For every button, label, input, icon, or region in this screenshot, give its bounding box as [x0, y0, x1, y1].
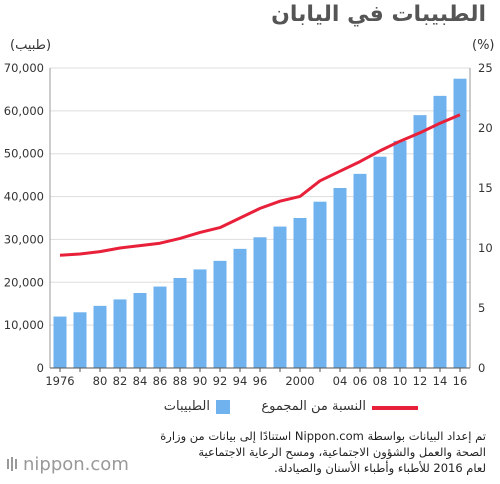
x-tick-label: 96 [253, 374, 268, 388]
x-tick-label: 14 [433, 374, 448, 388]
bar [253, 237, 267, 368]
bar [193, 269, 207, 368]
bar [413, 115, 427, 369]
bar [133, 293, 147, 368]
x-tick-label: 80 [93, 374, 108, 388]
x-tick-label: 1976 [45, 374, 74, 388]
y-left-tick-label: 30,000 [4, 232, 44, 246]
y-left-tick-label: 50,000 [4, 147, 44, 161]
y-left-tick-label: 20,000 [4, 275, 44, 289]
bar [93, 305, 107, 368]
y-left-tick-label: 40,000 [4, 190, 44, 204]
x-tick-label: 08 [373, 374, 388, 388]
x-tick-label: 16 [453, 374, 468, 388]
y-right-tick-label: 5 [478, 301, 485, 315]
bar [373, 156, 387, 368]
bar [233, 248, 247, 368]
y-right-tick-label: 10 [478, 241, 493, 255]
y-left-tick-label: 10,000 [4, 318, 44, 332]
bar [453, 78, 467, 368]
x-tick-label: 88 [173, 374, 188, 388]
y-right-tick-label: 0 [478, 361, 485, 375]
x-tick-label: 10 [393, 374, 408, 388]
brand-mark-icon [7, 457, 17, 471]
bar [113, 299, 127, 368]
source-note-line-3: لعام 2016 للأطباء وأطباء الأسنان والصياد… [274, 461, 486, 475]
chart-canvas: 0 10,000 20,000 30,000 40,000 50,000 60,000 70,… [4, 61, 493, 388]
chart-title: الطبيبات في اليابان [271, 2, 486, 27]
x-tick-label: 06 [353, 374, 368, 388]
bar [273, 226, 287, 368]
series-line [59, 113, 461, 257]
legend-line-swatch [372, 406, 418, 410]
y-left-tick-label: 70,000 [4, 61, 44, 75]
source-note-line-2: الصحة والعمل والشؤون الاجتماعية، ومسح ال… [198, 445, 486, 459]
bar [393, 140, 407, 368]
y-left-tick-label: 0 [37, 361, 44, 375]
y-left-axis-label: (طبيب) [10, 38, 52, 53]
x-tick-label: 84 [133, 374, 148, 388]
legend-line-label: النسبة من المجموع [261, 399, 366, 414]
bar [213, 260, 227, 368]
x-tick-label: 90 [193, 374, 208, 388]
bar [313, 201, 327, 368]
x-tick-label: 92 [213, 374, 228, 388]
bar [333, 188, 347, 368]
x-tick-label: 94 [233, 374, 248, 388]
source-note: تم إعداد البيانات بواسطة Nippon.com استن… [126, 428, 486, 476]
x-tick-label: 86 [153, 374, 168, 388]
bar [73, 312, 87, 368]
y-left-tick-label: 60,000 [4, 104, 44, 118]
bar [293, 218, 307, 368]
legend: النسبة من المجموع الطبيبات [0, 396, 500, 420]
x-tick-label: 12 [413, 374, 428, 388]
legend-bar-swatch [216, 400, 230, 414]
bar [353, 173, 367, 368]
brand-logo: nippon.com [6, 454, 129, 475]
brand-name: nippon.com [23, 454, 129, 475]
x-tick-label: 82 [113, 374, 128, 388]
y-right-tick-label: 25 [478, 61, 493, 75]
bar [173, 278, 187, 368]
source-note-line-1: تم إعداد البيانات بواسطة Nippon.com استن… [160, 429, 486, 443]
bar [153, 286, 167, 368]
x-tick-label: 2000 [285, 374, 314, 388]
x-tick-label: 04 [333, 374, 348, 388]
y-right-axis-label: (%) [472, 38, 495, 53]
y-right-tick-label: 20 [478, 121, 493, 135]
y-right-tick-label: 15 [478, 181, 493, 195]
bar [53, 316, 67, 368]
bar [433, 95, 447, 368]
legend-bar-label: الطبيبات [163, 399, 210, 414]
